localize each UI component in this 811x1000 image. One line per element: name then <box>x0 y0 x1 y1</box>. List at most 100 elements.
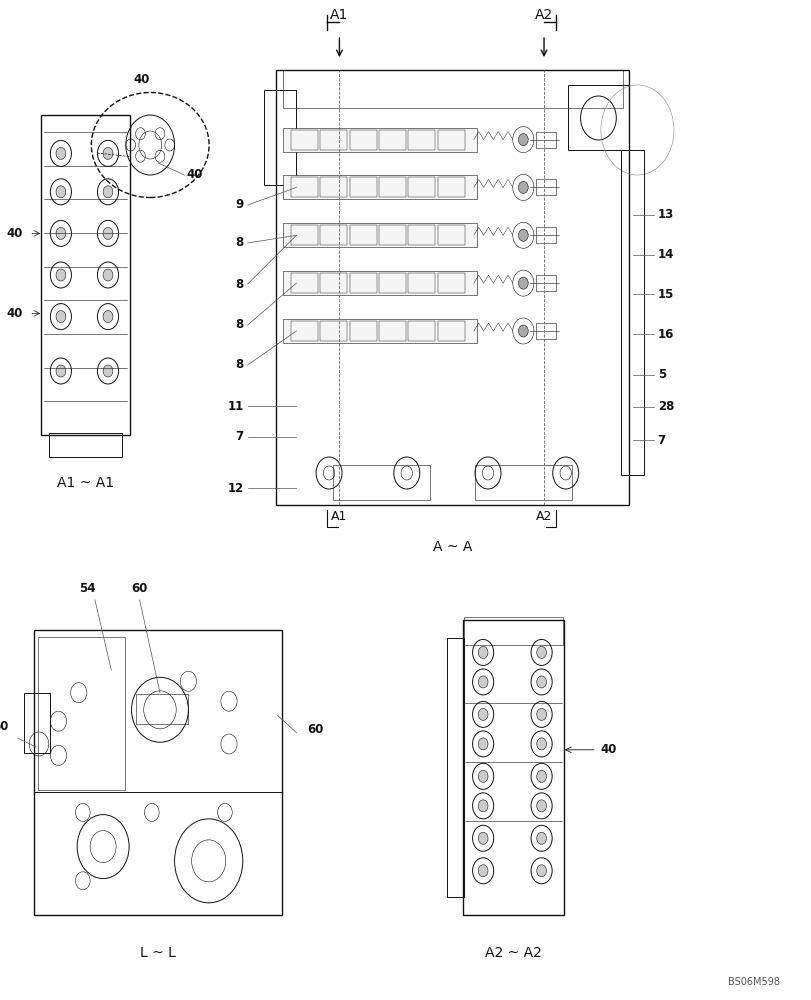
Bar <box>462 620 564 915</box>
Circle shape <box>478 800 487 812</box>
Circle shape <box>518 277 527 289</box>
Text: 60: 60 <box>0 720 8 733</box>
Circle shape <box>518 325 527 337</box>
Bar <box>320 321 347 341</box>
Bar <box>320 225 347 245</box>
Bar <box>437 225 464 245</box>
Bar <box>408 225 435 245</box>
Bar <box>290 321 317 341</box>
Bar <box>282 70 622 108</box>
Bar <box>290 177 317 197</box>
Text: 14: 14 <box>657 248 673 261</box>
Circle shape <box>478 770 487 782</box>
Text: 40: 40 <box>187 168 203 182</box>
Text: 60: 60 <box>307 723 324 736</box>
Text: A ~ A: A ~ A <box>432 540 472 554</box>
Text: 11: 11 <box>227 399 243 412</box>
Text: A1: A1 <box>330 8 348 22</box>
Bar <box>282 271 476 295</box>
Text: A1: A1 <box>331 510 347 524</box>
Bar <box>49 433 122 457</box>
Text: 7: 7 <box>235 430 243 444</box>
Text: 40: 40 <box>6 307 23 320</box>
Bar <box>408 273 435 293</box>
Bar <box>320 177 347 197</box>
Bar <box>350 321 376 341</box>
Bar <box>282 223 476 247</box>
Text: A2 ~ A2: A2 ~ A2 <box>484 946 542 960</box>
Bar <box>333 465 430 500</box>
Text: L ~ L: L ~ L <box>139 946 176 960</box>
Bar <box>276 70 629 505</box>
Bar <box>464 617 562 645</box>
Bar <box>535 323 556 339</box>
Text: 8: 8 <box>235 359 243 371</box>
Circle shape <box>536 646 546 658</box>
Text: A2: A2 <box>534 8 552 22</box>
Bar <box>264 90 296 185</box>
Circle shape <box>518 229 527 241</box>
Circle shape <box>56 269 66 281</box>
Circle shape <box>478 676 487 688</box>
Circle shape <box>536 738 546 750</box>
Circle shape <box>103 311 113 323</box>
Bar <box>290 130 317 150</box>
Circle shape <box>478 646 487 658</box>
Circle shape <box>103 365 113 377</box>
Text: A2: A2 <box>535 510 551 524</box>
Bar <box>379 225 406 245</box>
Circle shape <box>56 365 66 377</box>
Bar <box>535 132 556 148</box>
Bar <box>379 321 406 341</box>
Text: 9: 9 <box>235 198 243 212</box>
Text: 5: 5 <box>657 368 665 381</box>
Circle shape <box>518 134 527 146</box>
Circle shape <box>478 708 487 720</box>
Circle shape <box>56 311 66 323</box>
Circle shape <box>536 832 546 844</box>
Bar <box>535 275 556 291</box>
Bar <box>34 630 281 915</box>
Text: 28: 28 <box>657 400 673 414</box>
Text: A1 ~ A1: A1 ~ A1 <box>57 476 114 490</box>
Bar <box>320 273 347 293</box>
Bar <box>437 177 464 197</box>
Bar <box>568 85 629 150</box>
Bar <box>535 179 556 195</box>
Text: 40: 40 <box>600 743 616 756</box>
Bar <box>350 177 376 197</box>
Text: 54: 54 <box>79 582 95 594</box>
Circle shape <box>478 738 487 750</box>
Circle shape <box>103 186 113 198</box>
Bar <box>41 115 130 435</box>
Bar <box>290 225 317 245</box>
Bar <box>38 637 125 790</box>
Text: 40: 40 <box>6 227 23 240</box>
Text: 13: 13 <box>657 209 673 222</box>
Bar <box>282 175 476 199</box>
Text: 12: 12 <box>227 482 243 494</box>
Bar <box>535 227 556 243</box>
Circle shape <box>56 186 66 198</box>
Text: 16: 16 <box>657 328 673 340</box>
Text: 8: 8 <box>235 236 243 249</box>
Bar <box>408 130 435 150</box>
Circle shape <box>536 800 546 812</box>
Bar <box>474 465 572 500</box>
Bar <box>282 128 476 152</box>
Bar <box>350 225 376 245</box>
Circle shape <box>536 676 546 688</box>
Circle shape <box>103 269 113 281</box>
Circle shape <box>56 147 66 159</box>
Circle shape <box>536 770 546 782</box>
Bar <box>437 130 464 150</box>
Text: 15: 15 <box>657 288 673 300</box>
Circle shape <box>536 708 546 720</box>
Text: 8: 8 <box>235 277 243 290</box>
Bar <box>350 130 376 150</box>
Bar <box>379 130 406 150</box>
Bar <box>24 693 50 753</box>
Bar <box>282 319 476 343</box>
Bar <box>446 638 464 897</box>
Bar <box>408 321 435 341</box>
